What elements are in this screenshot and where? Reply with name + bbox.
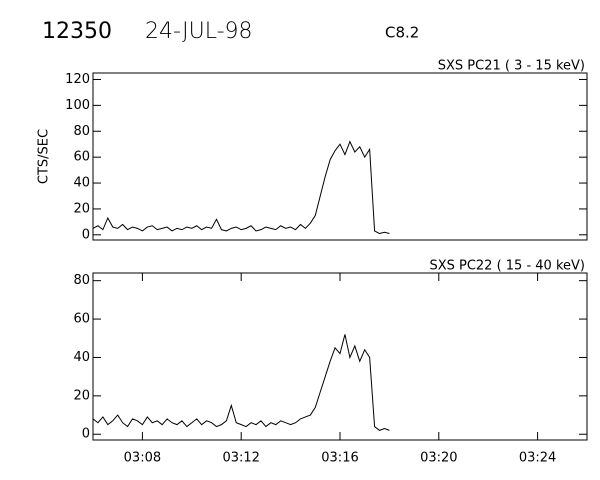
panel-title: SXS PC21 ( 3 - 15 keV) — [438, 59, 585, 74]
x-tick-label: 03:20 — [420, 451, 457, 466]
y-tick-label: 60 — [73, 150, 90, 165]
x-tick-label: 03:16 — [321, 451, 358, 466]
data-line — [92, 334, 390, 431]
y-tick-label: 100 — [65, 98, 90, 113]
y-axis-label: CTS/SEC — [37, 129, 52, 184]
y-tick-label: 40 — [73, 176, 90, 191]
x-tick-label: 03:24 — [519, 451, 556, 466]
y-tick-label: 0 — [82, 427, 90, 442]
x-tick-label: 03:12 — [222, 451, 259, 466]
event-id: 12350 — [42, 19, 112, 44]
y-tick-label: 40 — [73, 350, 90, 365]
y-tick-label: 80 — [73, 124, 90, 139]
data-line — [92, 140, 390, 235]
y-tick-label: 0 — [82, 227, 90, 242]
flare-class: C8.2 — [385, 24, 419, 42]
y-tick-label: 80 — [73, 273, 90, 288]
y-tick-label: 60 — [73, 312, 90, 327]
y-tick-label: 20 — [73, 388, 90, 403]
plot-frame — [92, 72, 588, 241]
panel-title: SXS PC22 ( 15 - 40 keV) — [429, 259, 585, 274]
y-tick-label: 20 — [73, 201, 90, 216]
y-tick-label: 120 — [65, 72, 90, 87]
plot-frame — [92, 272, 588, 441]
event-date: 24-JUL-98 — [145, 19, 253, 44]
x-tick-label: 03:08 — [124, 451, 161, 466]
